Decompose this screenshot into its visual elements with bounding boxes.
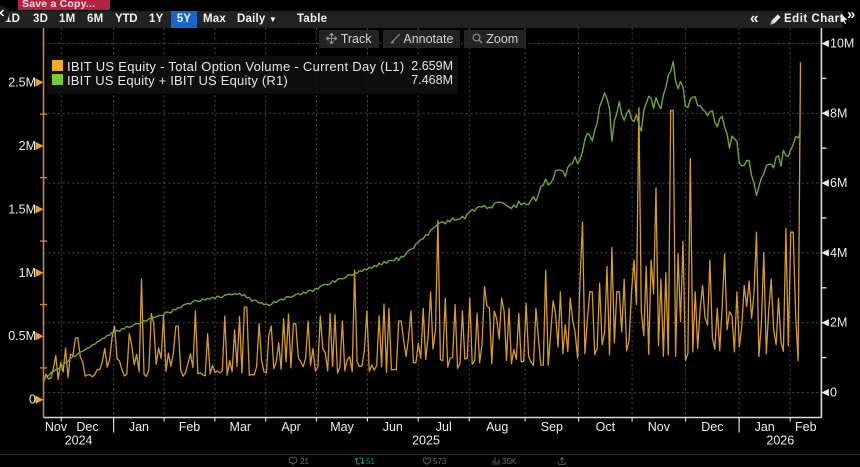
svg-text:2M: 2M [19, 139, 36, 153]
svg-text:Mar: Mar [230, 420, 252, 434]
svg-text:Jan: Jan [129, 420, 149, 434]
svg-text:1.5M: 1.5M [8, 202, 36, 216]
svg-text:Nov: Nov [648, 420, 671, 434]
svg-text:Sep: Sep [541, 420, 563, 434]
svg-text:Aug: Aug [486, 420, 508, 434]
svg-text:Jul: Jul [436, 420, 452, 434]
svg-text:8M: 8M [830, 106, 847, 120]
svg-text:0: 0 [830, 386, 837, 400]
svg-text:0: 0 [29, 393, 36, 407]
svg-text:May: May [330, 420, 354, 434]
svg-text:Oct: Oct [596, 420, 616, 434]
svg-text:2024: 2024 [65, 434, 93, 448]
svg-text:1M: 1M [19, 266, 36, 280]
svg-text:2025: 2025 [412, 434, 440, 448]
svg-text:Apr: Apr [281, 420, 300, 434]
svg-text:2.5M: 2.5M [8, 75, 36, 89]
svg-text:2M: 2M [830, 316, 847, 330]
svg-text:Feb: Feb [179, 420, 201, 434]
svg-text:10M: 10M [830, 37, 854, 51]
svg-text:Feb: Feb [795, 420, 817, 434]
svg-text:Nov: Nov [45, 420, 68, 434]
svg-text:Jun: Jun [383, 420, 403, 434]
svg-text:Dec: Dec [701, 420, 723, 434]
svg-text:6M: 6M [830, 176, 847, 190]
svg-text:Jan: Jan [755, 420, 775, 434]
svg-text:0.5M: 0.5M [8, 329, 36, 343]
svg-text:Dec: Dec [76, 420, 98, 434]
svg-text:4M: 4M [830, 246, 847, 260]
svg-text:2026: 2026 [766, 434, 794, 448]
